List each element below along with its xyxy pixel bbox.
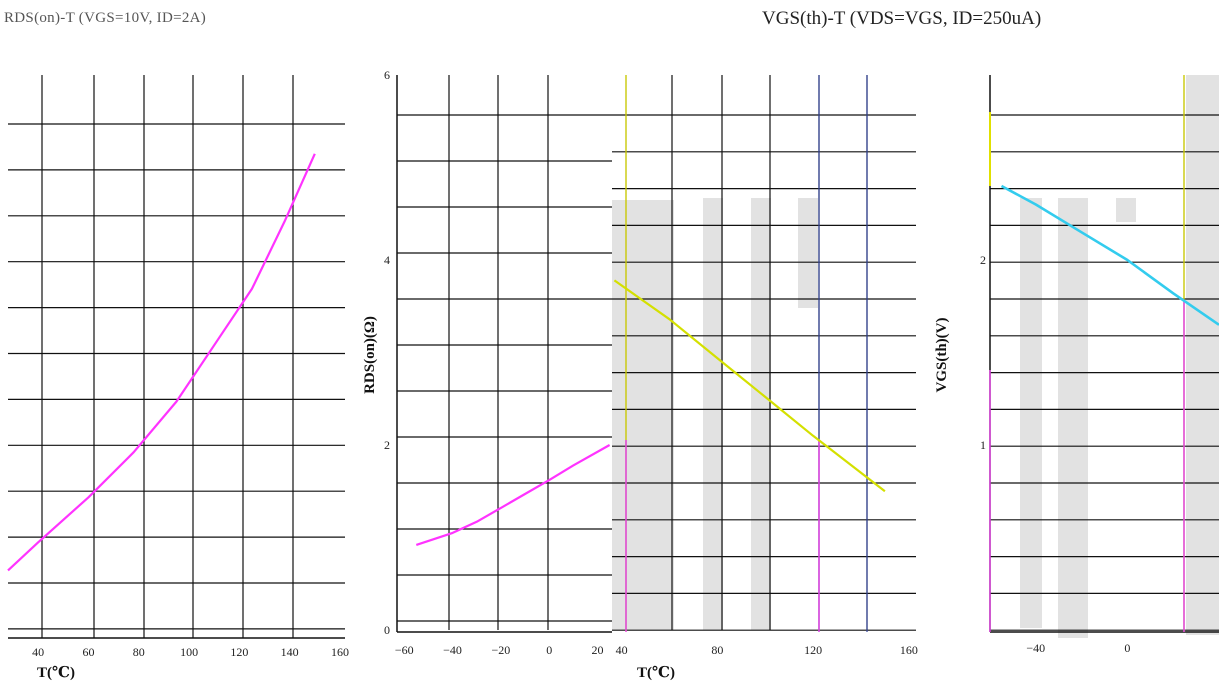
x-tick-label: 160 xyxy=(900,643,918,657)
chart-title-right: VGS(th)-T (VDS=VGS, ID=250uA) xyxy=(762,8,1042,29)
x-tick-label: 40 xyxy=(32,645,44,659)
x-tick-label: −40 xyxy=(1026,641,1045,655)
shade-band xyxy=(1058,198,1088,638)
y-tick-label: 1 xyxy=(980,438,986,452)
x-tick-label: 0 xyxy=(546,643,552,657)
x-axis-label: T(℃) xyxy=(637,665,675,681)
y-tick-label: 0 xyxy=(384,623,390,637)
x-tick-label: −60 xyxy=(395,643,414,657)
x-tick-label: 120 xyxy=(804,643,822,657)
x-tick-label: −40 xyxy=(443,643,462,657)
y-tick-label: 2 xyxy=(980,253,986,267)
shade-band xyxy=(1020,198,1042,628)
shade-band xyxy=(798,198,818,308)
x-tick-label: 60 xyxy=(82,645,94,659)
shade-band xyxy=(612,200,674,630)
x-tick-label: 80 xyxy=(133,645,145,659)
x-tick-label: 80 xyxy=(711,643,723,657)
shade-band xyxy=(1116,198,1136,222)
y-axis-label: RDS(on)(Ω) xyxy=(362,316,378,394)
x-axis-label: T(℃) xyxy=(37,665,75,681)
x-tick-label: 40 xyxy=(616,643,628,657)
y-axis-label: VGS(th)(V) xyxy=(934,318,950,393)
y-tick-label: 2 xyxy=(384,438,390,452)
chart-title-left: RDS(on)-T (VGS=10V, ID=2A) xyxy=(4,10,207,26)
x-tick-label: 160 xyxy=(331,645,349,659)
vgs-curve-middle xyxy=(613,279,886,493)
x-tick-label: −20 xyxy=(491,643,510,657)
rds-curve-middle xyxy=(415,444,611,546)
x-tick-label: 140 xyxy=(281,645,299,659)
shade-layer xyxy=(612,75,1219,638)
vgs-curve-right xyxy=(1000,184,1219,326)
label-layer: 40 60 80 100 120 140 160 −60 −40 −20 0 20 40 80 120 160… xyxy=(32,68,1130,681)
shade-band xyxy=(1186,75,1219,635)
y-tick-label: 4 xyxy=(384,253,390,267)
shade-band xyxy=(751,198,771,630)
x-tick-label: 100 xyxy=(180,645,198,659)
accent-layer xyxy=(625,75,1185,632)
x-tick-label: 120 xyxy=(230,645,248,659)
curve-layer xyxy=(7,153,1219,572)
x-tick-label: 20 xyxy=(592,643,604,657)
y-tick-label: 6 xyxy=(384,68,390,82)
x-tick-label: 0 xyxy=(1124,641,1130,655)
rds-curve-left xyxy=(7,153,316,572)
shade-band xyxy=(703,198,723,630)
